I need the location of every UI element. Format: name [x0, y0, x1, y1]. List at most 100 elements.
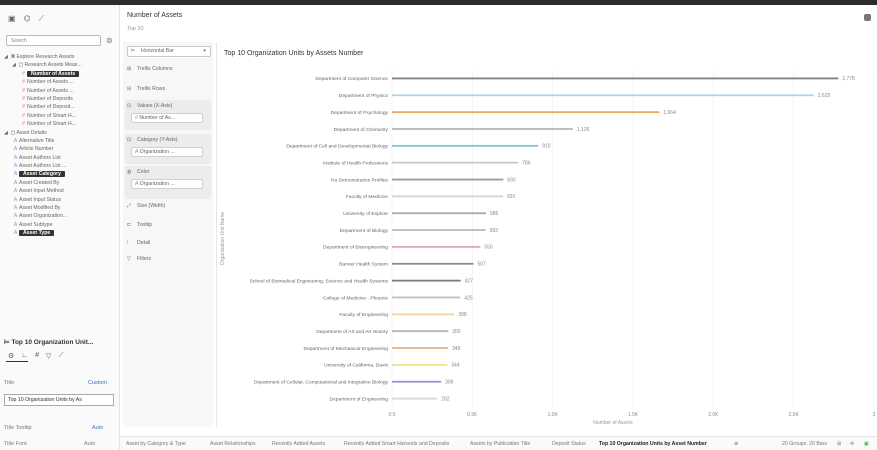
tree-item[interactable]: # Number of Smart H...: [0, 120, 120, 128]
pin-icon[interactable]: ⊞: [837, 441, 842, 447]
tree-item[interactable]: A Alternative Title: [0, 137, 120, 145]
canvas-menu-icon[interactable]: [864, 14, 871, 21]
title-field[interactable]: Top 10 Organization Units by As: [4, 394, 114, 406]
panel-toolbar: ▣ ⌬ ⟋: [8, 14, 44, 24]
chart-type-select[interactable]: ⊨ Horizontal Bar ▾: [127, 46, 211, 57]
search-options-icon[interactable]: ⊚: [106, 36, 113, 45]
detail-slot[interactable]: ⁞ Detail: [127, 240, 151, 246]
tree-item[interactable]: A Asset Type: [0, 229, 120, 237]
bar: [392, 178, 504, 181]
x-tick-label: 1.0K: [548, 412, 559, 418]
category-label: Banner Health System: [339, 262, 388, 268]
canvas-tab[interactable]: Assets by Publication Title: [470, 441, 531, 447]
tree-item-label: Number of Assets: [27, 70, 80, 77]
tree-item[interactable]: A Asset Subtype: [0, 221, 120, 229]
add-canvas-icon[interactable]: ⊕: [734, 441, 739, 447]
analytics-icon[interactable]: ⟋: [58, 352, 64, 359]
tree-item[interactable]: # Number of Deposit...: [0, 103, 120, 111]
chart-canvas[interactable]: Top 10 Organization Units by Assets Numb…: [216, 42, 877, 427]
tree-item[interactable]: # Number of Smart H...: [0, 112, 120, 120]
canvas-tab[interactable]: Asset Relationships: [210, 441, 256, 447]
color-slot[interactable]: ◍ Color: [127, 169, 150, 175]
tree-item[interactable]: A Asset Authors List: [0, 154, 120, 162]
rows-icon: ⊟: [127, 86, 132, 92]
horizontal-bar-icon: ⊨: [131, 48, 136, 54]
canvas-tab[interactable]: Recently Added Assets: [272, 441, 326, 447]
bar: [392, 212, 486, 215]
value-label: 1,664: [663, 110, 676, 116]
folder-icon: ▢: [18, 62, 24, 69]
tree-item[interactable]: A Asset Input Status: [0, 196, 120, 204]
bar: [392, 262, 474, 265]
category-label: School of Biomedical Engineering, Scienc…: [250, 278, 389, 284]
tree-item[interactable]: ◢ ⌘Explore Research Assets: [0, 53, 120, 61]
sync-icon[interactable]: ✣: [850, 441, 855, 447]
canvas-tab[interactable]: Recently Added Smart Harvests and Deposi…: [344, 441, 450, 447]
size-slot[interactable]: ⤢ Size (Width): [127, 203, 166, 209]
measure-icon: #: [22, 121, 25, 128]
tree-item[interactable]: ◢ ▢Research Assets Meas...: [0, 61, 120, 69]
tree-item-label: Asset Modified By: [19, 205, 61, 212]
values-slot[interactable]: ⊡ Values (X-Axis): [127, 103, 173, 109]
tooltip-mode[interactable]: Auto: [92, 425, 104, 431]
tree-item[interactable]: A Asset Created By: [0, 179, 120, 187]
title-mode[interactable]: Custom: [88, 380, 107, 386]
tree-item-label: Asset Organization...: [19, 213, 68, 220]
status-text: 20 Groups, 20 Bars: [782, 441, 827, 447]
attribute-icon: A: [13, 196, 18, 203]
panel-toggle-icon[interactable]: ▣: [864, 441, 869, 447]
tree-item[interactable]: A Asset Input Method: [0, 187, 120, 195]
expand-icon[interactable]: ◢: [4, 129, 10, 136]
filters-slot[interactable]: ▽ Filters: [127, 256, 152, 262]
attribute-icon: A: [13, 179, 18, 186]
value-label: 349: [452, 346, 461, 352]
tree-item[interactable]: ◢ ▢Asset Details: [0, 129, 120, 137]
value-label: 282: [441, 396, 450, 402]
analytics-icon[interactable]: ⟋: [38, 14, 45, 23]
value-label: 691: [507, 194, 516, 200]
axis-icon[interactable]: ∟: [21, 352, 29, 359]
category-label: Faculty of Engineering: [339, 312, 388, 318]
data-tree: ◢ ⌘Explore Research Assets ◢ ▢Research As…: [0, 53, 120, 238]
tree-item-label: Asset Authors List ...: [19, 163, 67, 170]
tree-item[interactable]: # Number of Assets: [0, 70, 120, 78]
measure-icon: #: [135, 115, 138, 121]
tree-item[interactable]: A Asset Modified By: [0, 204, 120, 212]
tree-item[interactable]: A Asset Authors List ...: [0, 162, 120, 170]
tree-item[interactable]: # Number of Assets ...: [0, 78, 120, 86]
top-bar: [0, 0, 877, 5]
category-pill[interactable]: A Organization ...: [127, 144, 211, 157]
trellis-columns-slot[interactable]: ⊞ Trellis Columns: [127, 66, 173, 72]
tree-item-label: Asset Created By: [19, 179, 60, 186]
hash-icon[interactable]: #: [35, 352, 40, 359]
filter-icon[interactable]: ▽: [46, 353, 52, 360]
canvas-tab[interactable]: Deposit Status: [552, 441, 586, 447]
general-icon[interactable]: ⚙: [8, 353, 15, 360]
tree-item[interactable]: A Article Number: [0, 145, 120, 153]
expand-icon[interactable]: ◢: [12, 62, 18, 69]
category-slot[interactable]: ⊡ Category (Y-Axis): [127, 137, 178, 143]
data-icon[interactable]: ▣: [8, 14, 16, 23]
tree-item[interactable]: A Asset Category: [0, 170, 120, 178]
tree-item[interactable]: # Number of Deposits: [0, 95, 120, 103]
tree-item-label: Asset Category: [19, 171, 66, 178]
canvas-tab[interactable]: Top 10 Organization Units by Asset Numbe…: [599, 441, 707, 447]
canvas-tab[interactable]: Asset by Category & Type: [126, 441, 186, 447]
tree-item-label: Number of Assets ...: [27, 79, 74, 86]
font-mode[interactable]: Auto: [84, 441, 96, 447]
bar: [392, 347, 449, 349]
color-pill[interactable]: A Organization ...: [127, 176, 211, 189]
values-pill[interactable]: # Number of As...: [127, 110, 211, 123]
tooltip-slot[interactable]: ⊏ Tooltip: [127, 222, 152, 228]
category-label: Department of Cell and Developmental Bio…: [286, 144, 388, 150]
trellis-rows-slot[interactable]: ⊟ Trellis Rows: [127, 86, 166, 92]
tree-item[interactable]: # Number of Assets ...: [0, 87, 120, 95]
bar: [392, 330, 449, 333]
link-icon[interactable]: ⌬: [23, 14, 31, 23]
tree-item-label: Asset Type: [19, 230, 55, 237]
search-input[interactable]: Search: [6, 35, 101, 46]
tree-item[interactable]: A Asset Organization...: [0, 212, 120, 220]
title-label: Title: [4, 380, 15, 386]
attribute-icon: A: [13, 188, 18, 195]
expand-icon[interactable]: ◢: [4, 54, 10, 60]
